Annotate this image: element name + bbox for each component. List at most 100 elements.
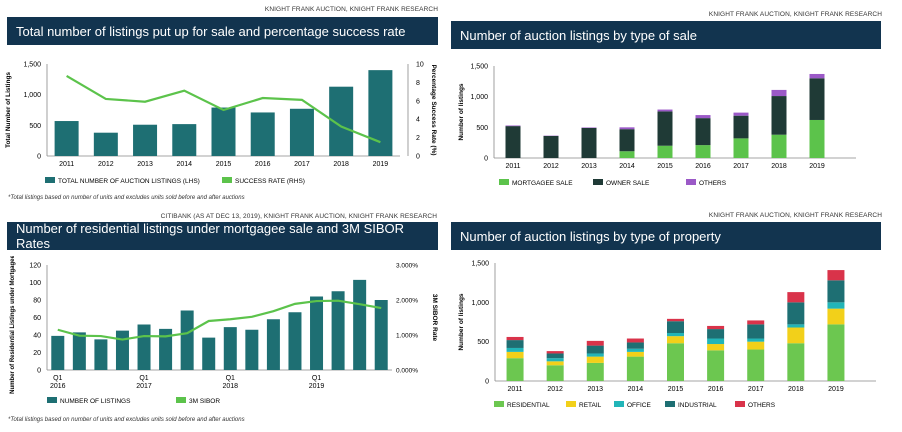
bar-mortgagee-sale bbox=[809, 119, 825, 158]
x-tick-label: 2016 bbox=[695, 163, 711, 170]
bar-residential bbox=[626, 356, 644, 381]
bar-owner-sale bbox=[581, 127, 597, 158]
legend-swatch bbox=[566, 401, 576, 407]
bar-office bbox=[787, 324, 805, 328]
source-note-1: KNIGHT FRANK AUCTION, KNIGHT FRANK RESEA… bbox=[264, 6, 438, 13]
bar-total-listings bbox=[289, 108, 314, 156]
bar-office bbox=[667, 333, 684, 337]
bar-mortgagee-sale bbox=[619, 151, 635, 158]
bar-number-of-listings bbox=[137, 324, 151, 370]
bar-owner-sale bbox=[809, 78, 825, 120]
y-tick-label: 500 bbox=[29, 123, 41, 130]
bar-office bbox=[586, 353, 604, 357]
source-note-2: KNIGHT FRANK AUCTION, KNIGHT FRANK RESEA… bbox=[708, 11, 882, 18]
legend-swatch bbox=[593, 179, 603, 185]
x-tick-label: 2011 bbox=[505, 163, 520, 170]
bar-mortgagee-sale bbox=[733, 138, 749, 158]
y-tick-label: 1,000 bbox=[470, 94, 488, 101]
chart-listings-by-property-type: Number of listings 0 500 1,000 1,500 2011 2012… bbox=[458, 261, 876, 409]
x-tick-label: 2012 bbox=[98, 161, 114, 168]
bar-total-listings bbox=[211, 107, 236, 156]
bar-industrial bbox=[506, 340, 524, 348]
chart-title-4: Number of auction listings by type of pr… bbox=[451, 222, 881, 250]
bar-residential bbox=[707, 350, 725, 381]
y2-tick-label: 0.000% bbox=[396, 368, 418, 375]
x-tick-label: 2019 bbox=[828, 386, 844, 393]
y-tick-label: 1,000 bbox=[471, 300, 489, 307]
bar-number-of-listings bbox=[72, 332, 86, 370]
y-axis-label: Number of listings bbox=[458, 293, 465, 350]
line-3m-sibor bbox=[57, 299, 382, 341]
x-tick-label: 2018 bbox=[333, 161, 349, 168]
y2-tick-label: 0 bbox=[416, 154, 420, 161]
bar-others bbox=[667, 318, 684, 322]
bar-residential bbox=[586, 362, 604, 381]
x-tick-label: 2013 bbox=[581, 163, 597, 170]
legend-label: RETAIL bbox=[579, 402, 602, 409]
legend-label: MORTGAGEE SALE bbox=[512, 180, 573, 187]
bar-number-of-listings bbox=[202, 337, 216, 370]
x-tick-label: 2011 bbox=[508, 386, 523, 393]
bar-office bbox=[707, 338, 725, 345]
chart-title-3: Number of residential listings under mor… bbox=[7, 221, 438, 251]
legend-label: OTHERS bbox=[748, 402, 776, 409]
y-tick-label: 1,500 bbox=[471, 261, 489, 268]
bar-others bbox=[827, 270, 845, 281]
line-success-rate bbox=[66, 75, 381, 144]
bar-total-listings bbox=[250, 112, 275, 156]
bar-number-of-listings bbox=[310, 296, 324, 370]
y-tick-label: 0 bbox=[485, 379, 489, 386]
chart-listings-success-rate: Total Number of Listings Percentage Succe… bbox=[5, 62, 437, 186]
bar-number-of-listings bbox=[288, 312, 302, 370]
bar-others bbox=[747, 320, 765, 325]
y-axis-label: Number of listings bbox=[458, 83, 465, 140]
bar-total-listings bbox=[368, 70, 393, 156]
bar-number-of-listings bbox=[223, 327, 237, 370]
bar-owner-sale bbox=[771, 96, 787, 135]
chart-title-2: Number of auction listings by type of sa… bbox=[451, 21, 881, 49]
bar-others bbox=[506, 336, 524, 341]
bar-industrial bbox=[546, 353, 564, 359]
legend-label-listings: NUMBER OF LISTINGS bbox=[60, 398, 131, 405]
chart-mortgagee-listings-sibor: Number of Residential Listings under Mor… bbox=[10, 256, 438, 405]
bar-number-of-listings bbox=[245, 329, 259, 370]
y-tick-label: 20 bbox=[33, 350, 41, 357]
bar-owner-sale bbox=[657, 111, 673, 146]
legend-swatch bbox=[686, 179, 696, 185]
x-tick-label: 2017 bbox=[136, 383, 152, 390]
bar-residential bbox=[667, 343, 684, 381]
y2-axis-label: Percentage Success Rate (%) bbox=[430, 64, 437, 155]
bar-number-of-listings bbox=[374, 300, 388, 370]
x-tick-label: 2014 bbox=[176, 161, 192, 168]
bar-others bbox=[657, 109, 673, 112]
bar-others bbox=[619, 127, 635, 130]
bar-total-listings bbox=[93, 132, 118, 156]
bar-industrial bbox=[787, 302, 805, 325]
bar-residential bbox=[787, 343, 805, 381]
bar-number-of-listings bbox=[331, 291, 345, 370]
y-tick-label: 100 bbox=[29, 280, 41, 287]
bar-residential bbox=[506, 358, 524, 381]
y-tick-label: 500 bbox=[476, 125, 488, 132]
x-tick-label: 2017 bbox=[294, 161, 310, 168]
bar-office bbox=[506, 347, 524, 352]
bar-residential bbox=[827, 324, 845, 381]
x-tick-label: 2017 bbox=[748, 386, 764, 393]
legend-swatch bbox=[494, 401, 504, 407]
legend-label: INDUSTRIAL bbox=[678, 402, 717, 409]
y2-tick-label: 1.000% bbox=[396, 333, 418, 340]
bar-others bbox=[586, 340, 604, 346]
bar-others bbox=[771, 89, 787, 97]
x-tick-label: 2018 bbox=[222, 383, 238, 390]
bar-others bbox=[809, 73, 825, 79]
y-tick-label: 1,500 bbox=[470, 64, 488, 71]
x-tick-label: 2013 bbox=[137, 161, 153, 168]
bar-office bbox=[747, 338, 765, 342]
bar-industrial bbox=[626, 342, 644, 349]
legend-label-success-rate: SUCCESS RATE (RHS) bbox=[235, 178, 305, 185]
x-tick-label: 2011 bbox=[59, 161, 74, 168]
bar-retail bbox=[626, 351, 644, 357]
chart-listings-by-sale-type: Number of listings 0 500 1,000 1,500 2011 2012… bbox=[458, 64, 856, 187]
bar-others bbox=[505, 125, 521, 127]
bar-others bbox=[695, 115, 711, 119]
